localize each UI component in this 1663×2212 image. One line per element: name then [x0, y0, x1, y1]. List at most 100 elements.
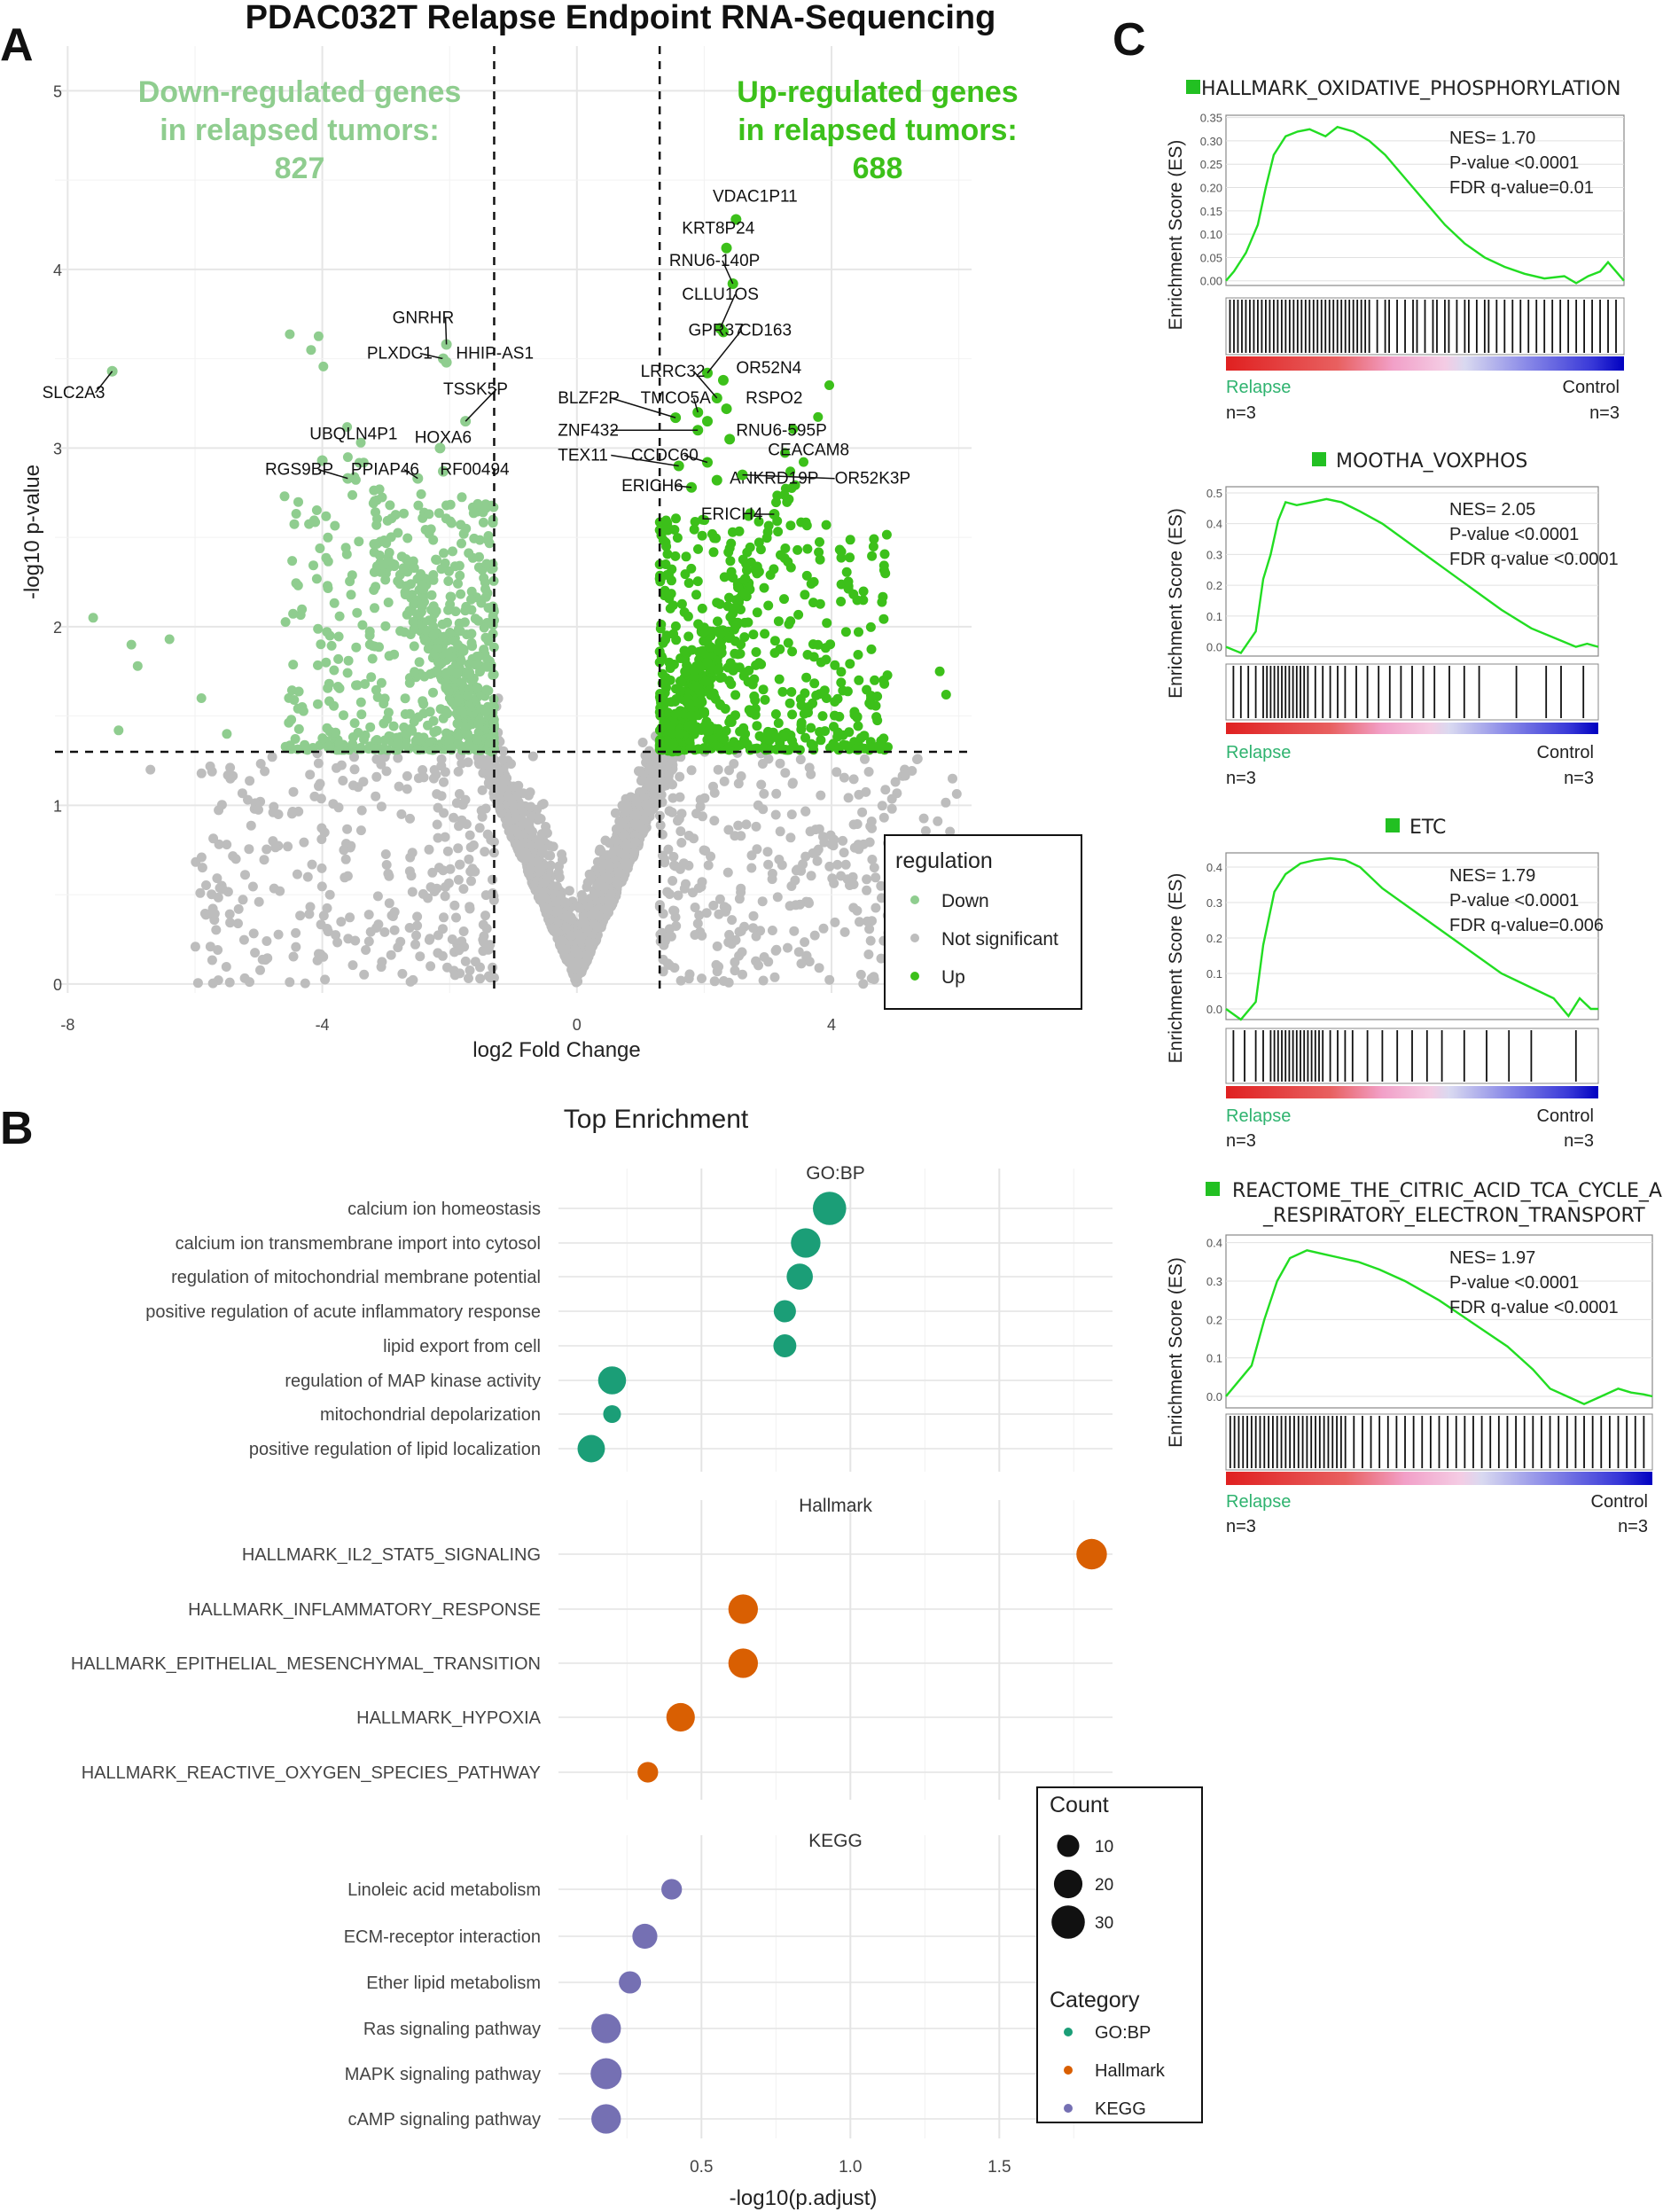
volcano-point: [332, 937, 343, 948]
volcano-point: [270, 842, 281, 853]
volcano-point: [788, 424, 799, 434]
volcano-point: [371, 791, 381, 801]
volcano-point: [484, 538, 495, 549]
volcano-point: [216, 800, 227, 810]
volcano-point: [342, 422, 353, 433]
volcano-point: [785, 832, 796, 843]
volcano-point: [812, 856, 823, 866]
volcano-point: [860, 754, 870, 764]
dotplot-point: [666, 1702, 695, 1732]
volcano-point: [886, 803, 897, 814]
volcano-point: [668, 905, 679, 916]
volcano-point: [407, 725, 418, 736]
volcano-point: [459, 617, 470, 628]
volcano-point: [773, 527, 784, 537]
volcano-point: [741, 819, 752, 830]
volcano-point: [404, 606, 415, 616]
gene-label: RNU6-140P: [669, 252, 760, 270]
volcano-point: [418, 888, 428, 899]
volcano-point: [481, 684, 492, 695]
volcano-point: [610, 834, 621, 845]
volcano-point: [246, 820, 256, 831]
volcano-point: [355, 697, 366, 707]
volcano-point: [482, 829, 493, 840]
gsea-group-right: Control: [1537, 1106, 1594, 1126]
volcano-point: [369, 539, 379, 550]
volcano-point: [356, 709, 367, 720]
volcano-point: [507, 797, 518, 808]
volcano-point: [480, 583, 490, 594]
volcano-point: [351, 642, 362, 653]
volcano-point: [763, 520, 774, 531]
gsea-nes: NES= 2.05: [1449, 500, 1535, 520]
volcano-point: [703, 860, 714, 871]
volcano-point: [855, 969, 866, 980]
gene-label: ZNF432: [558, 421, 619, 440]
volcano-point: [381, 860, 392, 870]
volcano-point: [675, 792, 685, 802]
volcano-point: [316, 639, 326, 650]
volcano-point: [668, 851, 679, 862]
volcano-point: [305, 770, 316, 780]
volcano-ns-points: [145, 693, 963, 989]
dotplot-term-label: calcium ion transmembrane import into cy…: [176, 1234, 541, 1254]
labeled-gene-point: [717, 374, 729, 386]
volcano-point: [719, 734, 730, 745]
volcano-point: [425, 934, 435, 944]
volcano-threshold-lines: [55, 46, 972, 993]
volcano-point: [467, 641, 478, 652]
volcano-point: [796, 958, 807, 969]
volcano-point: [453, 843, 464, 854]
volcano-point: [379, 559, 389, 569]
volcano-point: [774, 674, 785, 684]
volcano-point: [945, 826, 956, 837]
dotplot-point: [773, 1334, 797, 1357]
volcano-point: [676, 838, 687, 848]
gsea-n-left: n=3: [1226, 1131, 1256, 1151]
volcano-point: [762, 847, 773, 857]
volcano-point: [477, 785, 488, 795]
volcano-point: [371, 771, 382, 782]
volcano-point: [726, 679, 737, 690]
volcano-point: [663, 770, 674, 781]
volcano-point: [323, 581, 332, 591]
volcano-point: [390, 510, 401, 520]
volcano-point: [845, 535, 855, 545]
volcano-point: [452, 668, 463, 679]
volcano-point: [481, 559, 492, 569]
volcano-point: [842, 686, 853, 697]
volcano-point: [933, 816, 943, 826]
volcano-point: [584, 869, 595, 879]
color-legend-key: [1064, 2104, 1073, 2113]
gene-label: RNU6-595P: [736, 421, 826, 440]
volcano-point: [839, 848, 849, 858]
volcano-point: [238, 934, 249, 945]
volcano-point: [457, 492, 467, 503]
volcano-point: [347, 960, 358, 971]
volcano-point: [409, 563, 419, 574]
gsea-y-tick: 0.2: [1206, 579, 1222, 592]
main-title: PDAC032T Relapse Endpoint RNA-Sequencing: [246, 0, 996, 36]
volcano-point: [207, 955, 217, 965]
volcano-point: [736, 926, 746, 936]
volcano-point: [814, 547, 824, 558]
volcano-point: [470, 957, 480, 967]
gsea-fdr: FDR q-value <0.0001: [1449, 550, 1619, 569]
volcano-point: [857, 807, 868, 817]
volcano-point: [712, 598, 722, 608]
volcano-point: [331, 727, 341, 738]
volcano-point: [432, 819, 442, 830]
volcano-point: [787, 646, 798, 657]
gsea-n-right: n=3: [1564, 769, 1594, 788]
volcano-point: [468, 743, 479, 754]
gene-label: LRRC32: [641, 363, 706, 381]
volcano-point: [690, 517, 700, 527]
volcano-point: [460, 606, 471, 616]
gsea-y-tick: 0.1: [1206, 610, 1222, 623]
volcano-plot: -8 -4 0 4 0 1 2 3 4 5 VDAC1P11 KRT8P24 RNU6-140P CLL…: [20, 46, 1082, 1062]
volcano-point: [907, 766, 917, 776]
volcano-point: [399, 508, 409, 519]
gene-label: CD163: [739, 321, 792, 340]
volcano-point: [675, 771, 685, 782]
gene-label: OR52K3P: [835, 470, 911, 489]
